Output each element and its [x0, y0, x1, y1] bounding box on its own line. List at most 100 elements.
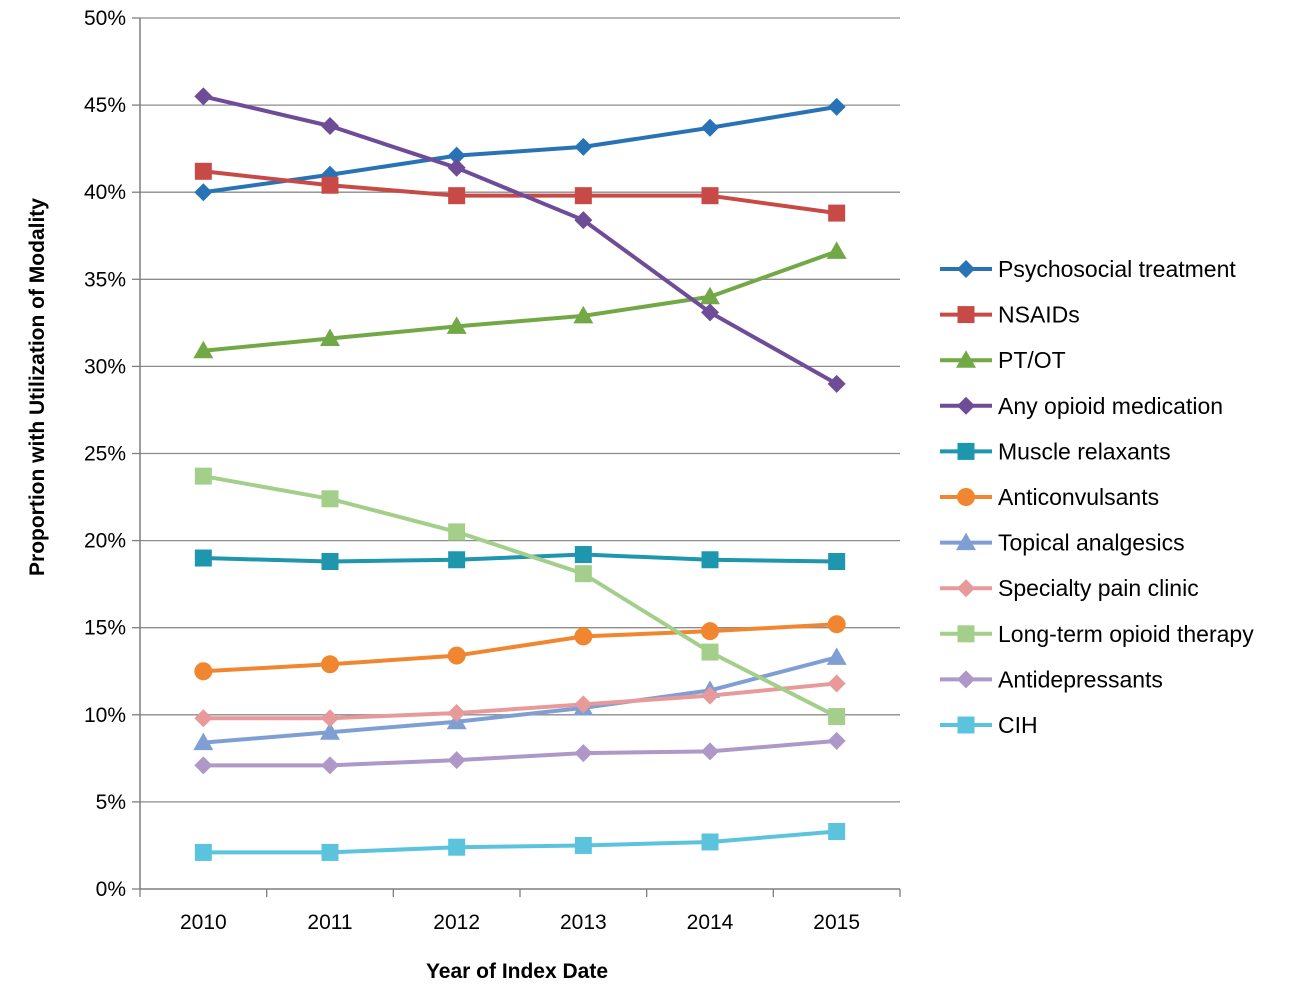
data-point: [574, 627, 593, 646]
series-4: [194, 546, 846, 571]
x-tick-label: 2012: [433, 911, 480, 934]
legend-item: PT/OT: [940, 347, 1066, 373]
x-tick-label: 2014: [687, 911, 734, 934]
y-tick-label: 50%: [84, 7, 126, 30]
data-point: [194, 549, 212, 567]
series-lines: [193, 87, 847, 861]
data-point: [447, 158, 466, 177]
data-point: [194, 662, 213, 681]
legend-label: Specialty pain clinic: [998, 575, 1199, 601]
legend-item: CIH: [940, 712, 1038, 738]
y-tick-label: 0%: [96, 878, 126, 901]
series-line: [203, 655, 838, 745]
data-point: [828, 708, 846, 726]
series-6: [193, 647, 847, 751]
data-point: [321, 756, 339, 775]
legend-swatch-marker: [957, 260, 975, 278]
data-point: [826, 647, 847, 665]
series-7: [194, 674, 846, 728]
data-point: [321, 490, 339, 508]
series-line: [203, 681, 837, 721]
data-point: [321, 709, 339, 728]
legend-swatch-marker: [957, 488, 975, 506]
data-point: [194, 756, 213, 775]
series-8: [194, 467, 846, 726]
data-point: [828, 204, 846, 222]
data-point: [321, 117, 339, 136]
y-tick-label: 25%: [84, 443, 126, 466]
series-line: [203, 738, 837, 768]
data-point: [574, 565, 592, 583]
y-tick-label: 15%: [84, 617, 126, 640]
y-tick-label: 5%: [96, 791, 126, 814]
legend-swatch-marker: [957, 442, 975, 460]
x-tick-label: 2015: [813, 911, 860, 934]
data-point: [194, 709, 213, 728]
data-point: [701, 622, 719, 641]
data-point: [320, 328, 340, 347]
data-point: [701, 833, 719, 851]
data-point: [194, 467, 212, 485]
legend-label: Topical analgesics: [998, 530, 1185, 556]
legend-item: NSAIDs: [940, 302, 1080, 328]
series-9: [194, 731, 846, 775]
data-point: [321, 655, 339, 674]
series-5: [194, 615, 846, 681]
data-point: [574, 211, 593, 230]
y-tick-label: 35%: [84, 268, 126, 291]
legend-label: Antidepressants: [998, 666, 1163, 692]
data-point: [701, 303, 719, 322]
series-line: [203, 552, 837, 564]
data-point: [827, 374, 846, 393]
series-line: [203, 249, 838, 353]
y-axis-title: Proportion with Utilization of Modality: [26, 198, 49, 576]
y-tick-label: 45%: [84, 94, 126, 117]
data-point: [701, 686, 719, 705]
legend-label: CIH: [998, 712, 1038, 738]
legend-item: Any opioid medication: [940, 393, 1223, 419]
data-point: [193, 340, 214, 359]
grid-lines: [140, 17, 900, 803]
legend-label: Psychosocial treatment: [998, 256, 1236, 282]
legend-item: Psychosocial treatment: [940, 256, 1236, 282]
data-point: [448, 551, 466, 569]
data-point: [574, 187, 592, 205]
series-line: [202, 474, 838, 719]
data-point: [321, 843, 339, 861]
data-point: [574, 695, 593, 714]
legend-item: Specialty pain clinic: [940, 575, 1199, 601]
data-point: [446, 316, 467, 334]
data-point: [574, 744, 593, 763]
data-point: [573, 305, 594, 324]
data-point: [448, 523, 466, 541]
legend-item: Long-term opioid therapy: [940, 621, 1254, 647]
legend-label: PT/OT: [998, 347, 1066, 373]
y-tick-label: 40%: [84, 181, 126, 204]
y-tick-label: 20%: [84, 530, 126, 553]
data-point: [574, 546, 592, 564]
data-point: [193, 732, 214, 751]
data-point: [701, 742, 719, 761]
data-point: [827, 674, 846, 693]
legend-swatch-marker: [956, 350, 976, 368]
series-0: [194, 97, 846, 202]
legend-label: Muscle relaxants: [998, 438, 1171, 464]
data-point: [700, 286, 720, 305]
x-tick-label: 2011: [307, 911, 352, 934]
legend-swatch-marker: [957, 306, 975, 324]
data-point: [194, 162, 212, 180]
legend: Psychosocial treatment NSAIDs PT/OT Any opi…: [940, 256, 1254, 738]
data-point: [447, 646, 466, 665]
data-point: [321, 176, 339, 194]
legend-item: Muscle relaxants: [940, 438, 1171, 464]
legend-swatch-marker: [957, 579, 975, 598]
legend-item: Antidepressants: [940, 666, 1163, 692]
x-axis-title: Year of Index Date: [426, 960, 608, 983]
data-point: [447, 146, 466, 165]
legend-label: Any opioid medication: [998, 393, 1223, 419]
data-point: [828, 553, 846, 571]
legend-swatch-marker: [957, 396, 975, 415]
data-point: [448, 838, 466, 856]
